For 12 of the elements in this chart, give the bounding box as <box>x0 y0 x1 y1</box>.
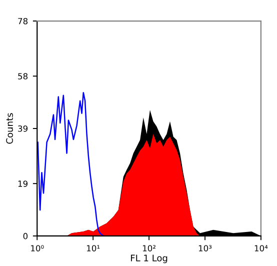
y-tick-label: 39 <box>18 125 28 132</box>
x-tick-label: 10¹ <box>87 245 100 252</box>
x-tick-label: 10⁰ <box>31 245 44 252</box>
x-axis-title: FL 1 Log <box>130 254 168 264</box>
y-tick-label: 78 <box>18 18 28 24</box>
y-tick-label: 0 <box>23 232 28 240</box>
x-tick-label: 10² <box>142 245 156 252</box>
x-tick-label: 10⁴ <box>254 245 268 252</box>
x-tick-label: 10³ <box>198 245 212 252</box>
y-axis-title: Counts <box>6 113 13 144</box>
y-tick-label: 58 <box>18 73 28 80</box>
y-tick-label: 19 <box>18 180 28 187</box>
